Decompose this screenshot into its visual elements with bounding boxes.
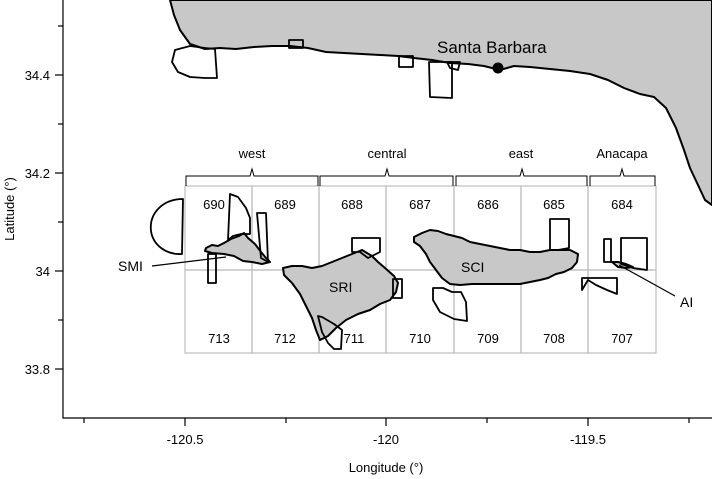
block-label: 687 <box>409 197 431 212</box>
sri-mpas <box>317 237 403 350</box>
block-label: 685 <box>543 197 565 212</box>
island-sci <box>413 229 579 286</box>
region-label-anacapa: Anacapa <box>596 146 648 161</box>
block-label: 710 <box>409 331 431 346</box>
region-braces <box>185 167 656 186</box>
ai-mpas <box>581 237 648 295</box>
island-label-sci: SCI <box>461 259 484 275</box>
city-label: Santa Barbara <box>437 38 547 57</box>
mainland-coast <box>169 0 712 206</box>
city-marker <box>492 62 504 74</box>
region-label-east: east <box>509 146 534 161</box>
block-label: 708 <box>543 331 565 346</box>
sci-mpas <box>432 218 570 322</box>
block-label: 712 <box>274 331 296 346</box>
block-label: 711 <box>344 331 365 346</box>
block-label: 713 <box>208 331 230 346</box>
mainland-mpas <box>171 39 461 99</box>
region-label-central: central <box>367 146 406 161</box>
smi-leader-line <box>151 256 227 267</box>
block-label: 688 <box>341 197 363 212</box>
ai-leader-line <box>618 264 676 297</box>
y-tick-label: 34.2 <box>25 166 50 181</box>
island-sri <box>282 249 399 341</box>
x-tick-label: -120 <box>373 432 399 447</box>
x-tick-label: -120.5 <box>167 432 204 447</box>
block-label: 690 <box>203 197 225 212</box>
y-tick-label: 34.4 <box>25 68 50 83</box>
x-axis-title: Longitude (°) <box>349 460 424 475</box>
block-label: 684 <box>611 197 633 212</box>
y-axis-title: Latitude (°) <box>2 177 17 241</box>
block-label: 709 <box>477 331 499 346</box>
plot-frame <box>62 0 712 419</box>
x-tick-label: -119.5 <box>570 432 606 447</box>
block-label: 689 <box>274 197 296 212</box>
smi-mpas <box>150 193 269 284</box>
island-smi <box>204 232 271 265</box>
island-label-ai: AI <box>680 294 693 310</box>
block-label: 707 <box>611 331 633 346</box>
y-tick-label: 33.8 <box>25 362 50 377</box>
y-axis-ticks <box>55 25 63 370</box>
region-label-west: west <box>238 146 266 161</box>
island-label-smi: SMI <box>118 258 143 274</box>
island-label-sri: SRI <box>329 279 352 295</box>
block-label: 686 <box>477 197 499 212</box>
y-tick-label: 34 <box>36 264 50 279</box>
x-axis-ticks <box>83 418 690 426</box>
